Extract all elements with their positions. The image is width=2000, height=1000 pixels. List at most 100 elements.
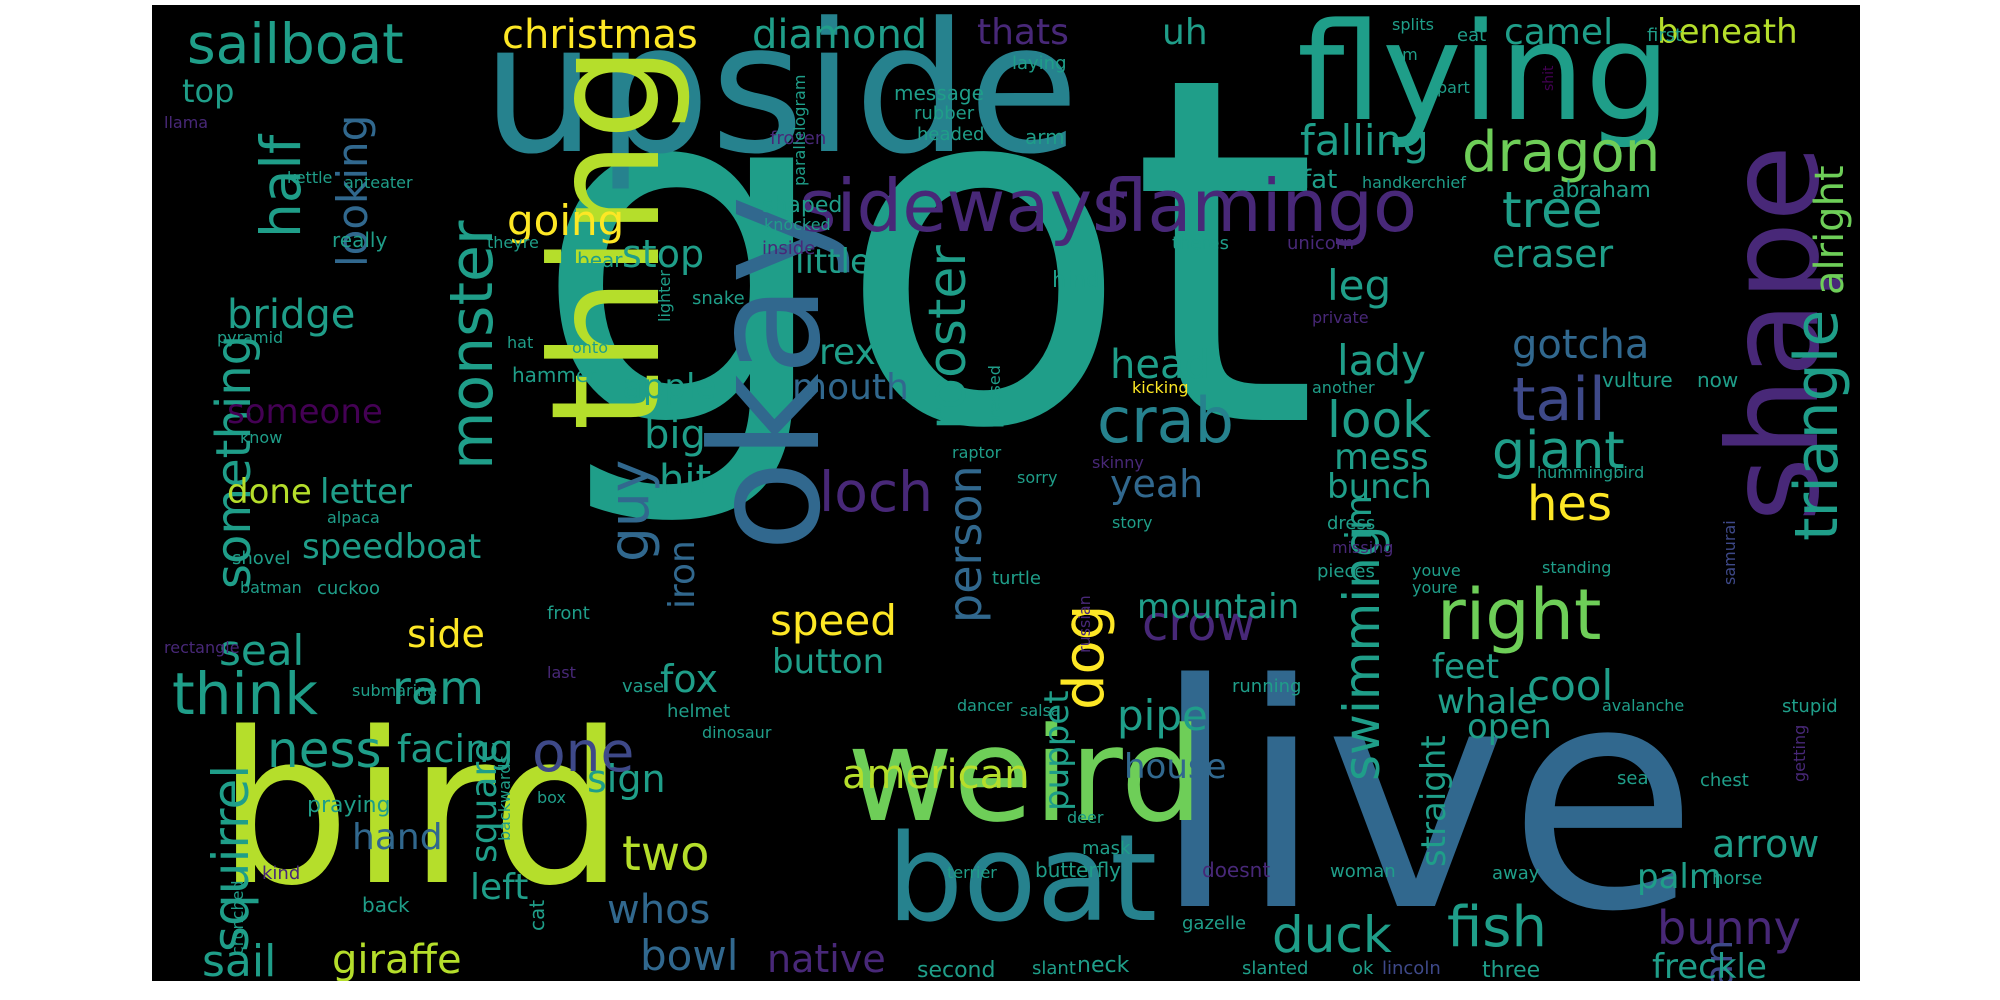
cloud-word-flamingo: flamingo <box>1102 164 1417 248</box>
cloud-word-falling: falling <box>1300 116 1429 165</box>
cloud-word-handkerchief: handkerchief <box>1362 173 1466 192</box>
cloud-word-butterfly: butterfly <box>1035 858 1122 882</box>
cloud-word-missing: missing <box>1332 538 1394 557</box>
cloud-word-sailboat: sailboat <box>187 12 404 76</box>
cloud-word-vase: vase <box>622 676 665 697</box>
cloud-word-part: part <box>1437 78 1470 97</box>
cloud-word-horse: horse <box>1712 868 1763 889</box>
cloud-word-fox: fox <box>660 657 718 701</box>
cloud-word-hammer: hammer <box>512 363 597 387</box>
cloud-word-away: away <box>1492 863 1540 884</box>
cloud-word-iron: iron <box>662 540 703 609</box>
cloud-word-raptor: raptor <box>952 443 1002 462</box>
cloud-word-side: side <box>407 612 485 656</box>
cloud-word-terrier: terrier <box>947 863 997 882</box>
cloud-word-hat: hat <box>507 333 534 352</box>
cloud-word-left: left <box>470 867 529 908</box>
cloud-word-cat: cat <box>525 899 549 931</box>
cloud-word-speedboat: speedboat <box>302 527 482 567</box>
cloud-word-weird: weird <box>847 699 1204 851</box>
cloud-word-one: one <box>532 720 635 784</box>
cloud-word-samurai: samurai <box>1720 520 1739 585</box>
cloud-word-tree: tree <box>1502 181 1603 239</box>
cloud-word-mess: mess <box>1334 437 1429 478</box>
cloud-word-alright: alright <box>1807 165 1853 295</box>
cloud-word-chest: chest <box>1700 770 1749 791</box>
cloud-word-mask: mask <box>1082 838 1131 859</box>
cloud-word-crow: crow <box>1142 596 1256 652</box>
cloud-word-lady: lady <box>1337 336 1426 385</box>
cloud-word-dragon: dragon <box>1462 120 1661 185</box>
cloud-word-native: native <box>767 937 886 981</box>
cloud-word-eat: eat <box>1457 25 1487 46</box>
cloud-word-little: little <box>795 242 871 282</box>
cloud-word-cool: cool <box>1527 661 1614 710</box>
cloud-word-christmas: christmas <box>502 12 698 58</box>
cloud-word-speed: speed <box>770 596 897 645</box>
cloud-word-another: another <box>1312 378 1375 397</box>
cloud-word-theyre: theyre <box>487 233 539 252</box>
cloud-word-house: house <box>1124 747 1227 787</box>
cloud-word-slanted: slanted <box>1242 958 1309 979</box>
cloud-word-duck: duck <box>1272 906 1392 964</box>
cloud-word-neck: neck <box>1077 953 1130 978</box>
cloud-word-feet: feet <box>1432 647 1500 687</box>
cloud-word-last: last <box>547 663 576 682</box>
cloud-word-look: look <box>1327 391 1432 449</box>
cloud-word-right: right <box>1437 574 1602 656</box>
cloud-word-two: two <box>622 826 710 882</box>
cloud-word-llama: llama <box>164 113 209 132</box>
cloud-word-eraser: eraser <box>1492 232 1614 276</box>
cloud-word-running: running <box>1232 676 1302 697</box>
cloud-word-facing: facing <box>397 727 514 771</box>
cloud-word-fish: fish <box>1447 895 1547 960</box>
cloud-word-monster: monster <box>437 220 507 470</box>
cloud-word-lincoln: lincoln <box>1382 958 1441 979</box>
cloud-word-bridge: bridge <box>227 292 356 338</box>
cloud-word-bowl: bowl <box>640 931 739 980</box>
cloud-word-giraffe: giraffe <box>332 937 462 981</box>
cloud-word-mouth: mouth <box>792 367 909 408</box>
cloud-word-onto: onto <box>572 338 608 357</box>
cloud-word-pieces: pieces <box>1317 561 1375 582</box>
cloud-word-top: top <box>182 72 235 110</box>
cloud-word-praying: praying <box>307 793 391 818</box>
cloud-word-headed: headed <box>917 124 985 145</box>
cloud-word-crab: crab <box>1097 384 1234 457</box>
cloud-word-arrow: arrow <box>1712 822 1820 866</box>
cloud-word-hand: hand <box>352 817 443 858</box>
cloud-word-anteater: anteater <box>344 173 413 192</box>
cloud-word-sail: sail <box>202 936 277 982</box>
cloud-word-dancer: dancer <box>957 696 1013 715</box>
cloud-word-sorry: sorry <box>1017 468 1058 487</box>
cloud-word-apple: apple <box>622 367 717 407</box>
cloud-word-gazelle: gazelle <box>1182 913 1247 934</box>
cloud-word-bear: bear <box>577 248 623 272</box>
cloud-word-ness: ness <box>267 721 382 779</box>
cloud-word-getting: getting <box>1790 724 1809 782</box>
cloud-word-shovel: shovel <box>232 548 291 569</box>
cloud-word-going: going <box>507 196 625 245</box>
cloud-word-back: back <box>362 893 410 917</box>
cloud-word-abraham: abraham <box>1552 178 1651 203</box>
cloud-word-uh: uh <box>1162 12 1208 53</box>
cloud-word-story: story <box>1112 513 1153 532</box>
cloud-word-big: big <box>644 412 706 458</box>
cloud-word-doesnt: doesnt <box>1202 858 1271 882</box>
cloud-word-vulture: vulture <box>1602 368 1673 392</box>
cloud-word-palm: palm <box>1637 857 1722 897</box>
cloud-word-pipe: pipe <box>1117 691 1208 740</box>
cloud-word-guy: guy <box>597 459 661 562</box>
cloud-word-diamond: diamond <box>752 12 928 58</box>
cloud-word-really: really <box>332 228 388 252</box>
cloud-word-stupid: stupid <box>1782 696 1838 717</box>
cloud-word-unicorn: unicorn <box>1287 233 1355 254</box>
cloud-word-first: first <box>1647 25 1683 46</box>
cloud-word-kind: kind <box>262 863 301 884</box>
cloud-word-russian: russian <box>1075 595 1094 653</box>
cloud-word-cuckoo: cuckoo <box>317 578 381 599</box>
cloud-word-thats: thats <box>977 12 1069 53</box>
cloud-word-mountain: mountain <box>1137 587 1300 627</box>
cloud-word-someone: someone <box>227 392 383 432</box>
cloud-word-frozen: frozen <box>770 128 827 149</box>
